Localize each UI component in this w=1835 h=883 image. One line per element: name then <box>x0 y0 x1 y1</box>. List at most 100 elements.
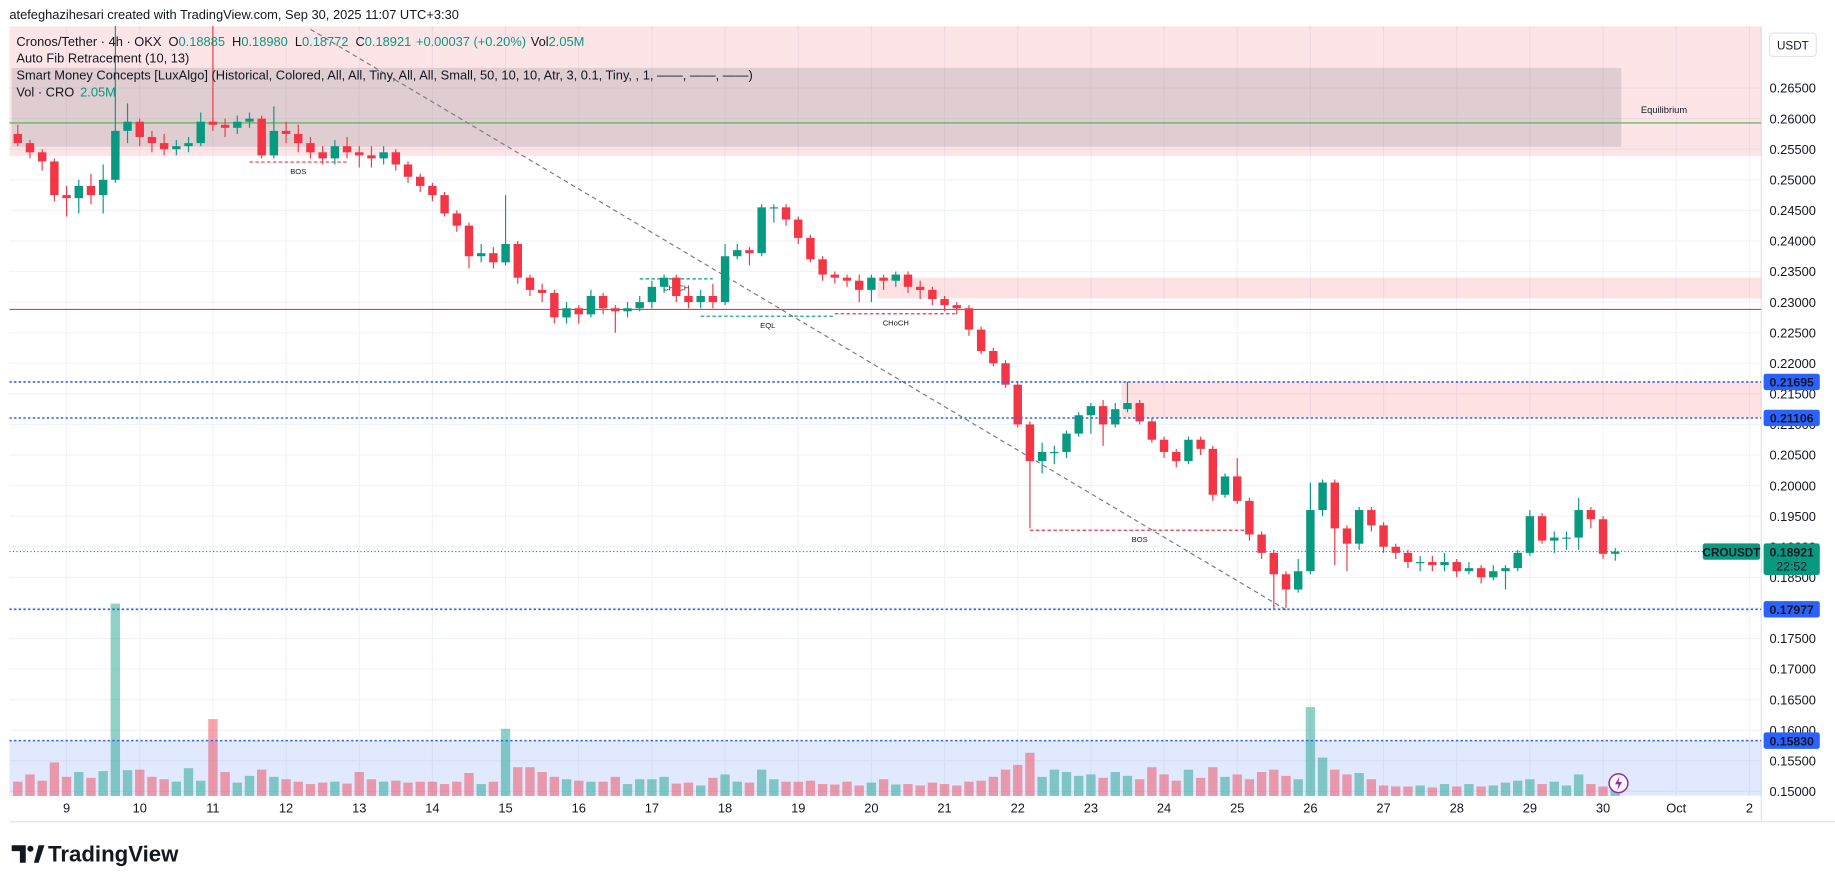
candle-body <box>1159 439 1169 452</box>
price-tag-label: 0.15830 <box>1770 734 1815 748</box>
volume-bar <box>842 781 852 797</box>
candle-body <box>1098 406 1108 425</box>
candle-body <box>1476 568 1486 578</box>
x-tick-label: 2 <box>1746 800 1753 815</box>
volume-bar <box>183 768 194 797</box>
volume-bar <box>1244 779 1255 797</box>
volume-bar <box>513 767 523 797</box>
candle-body <box>952 305 961 309</box>
volume-bar <box>964 781 974 797</box>
x-tick-label: 11 <box>206 800 219 815</box>
volume-bar <box>586 781 596 797</box>
currency[interactable]: USDT <box>1777 39 1809 52</box>
status-value: 0.18885 <box>179 34 225 49</box>
volume-legend: Vol · CRO 2.05M <box>16 84 115 99</box>
candle-body <box>842 277 852 281</box>
grid <box>9 26 1762 797</box>
volume-bar <box>1537 784 1547 797</box>
candle-body <box>537 289 547 293</box>
candle-body <box>111 130 120 180</box>
volume-bar <box>37 780 47 797</box>
candle-body <box>1135 403 1144 422</box>
y-tick-label: 0.15500 <box>1769 753 1815 768</box>
candle-body <box>1062 433 1071 452</box>
volume-bar <box>1427 787 1438 797</box>
y-tick-label: 0.17500 <box>1769 631 1815 646</box>
candle-body <box>233 121 242 128</box>
volume-bar <box>1025 752 1035 797</box>
status-value: 0.18772 <box>302 34 348 49</box>
volume-bar <box>1208 767 1218 797</box>
volume-bar <box>1415 785 1425 797</box>
volume-bar <box>464 773 474 797</box>
y-tick-label: 0.19500 <box>1769 509 1815 524</box>
candle-body <box>501 244 510 263</box>
volume-bar <box>622 784 633 797</box>
candle-body <box>1123 403 1132 410</box>
candle-body <box>745 250 754 254</box>
overlay: 0.150000.155000.160000.165000.170000.175… <box>16 34 1820 815</box>
last-price-tag <box>1763 543 1820 575</box>
volume-bar <box>122 770 133 797</box>
volume-bar <box>610 776 621 797</box>
logo-mark <box>11 845 26 863</box>
volume-bar <box>74 772 84 797</box>
y-tick-label: 0.22000 <box>1769 356 1815 371</box>
price-tag <box>1763 409 1820 427</box>
candle-body <box>1001 363 1010 385</box>
candle-body <box>1464 568 1474 572</box>
candle-body <box>37 152 47 162</box>
candle-body <box>1025 424 1035 462</box>
volume-bar <box>817 784 828 797</box>
price-tag-label: 0.21695 <box>1770 376 1815 390</box>
candle-body <box>1184 439 1193 462</box>
candle-body <box>903 274 913 287</box>
candle-body <box>440 195 449 214</box>
status-vol: 2.05M <box>549 34 585 49</box>
volume-bar <box>1488 785 1498 797</box>
candle-body <box>891 274 901 281</box>
volume-bar <box>1147 767 1157 797</box>
status-key: O <box>168 34 178 49</box>
zone <box>11 67 1622 147</box>
candle-body <box>50 161 59 196</box>
volume-bar <box>1000 769 1011 797</box>
x-tick-label: 17 <box>645 800 659 815</box>
volume-bar <box>1232 774 1242 797</box>
volume-bar <box>1183 769 1194 797</box>
x-tick-label: 9 <box>63 800 70 815</box>
candle-body <box>1403 552 1413 563</box>
volume-bar <box>1549 781 1559 797</box>
x-tick-label: 15 <box>498 800 512 815</box>
x-tick-label: 12 <box>279 800 293 815</box>
volume-bar <box>793 781 803 797</box>
volume-bar <box>866 782 877 797</box>
volume-bar <box>878 779 889 797</box>
candle-body <box>513 244 522 278</box>
candle-body <box>586 296 596 315</box>
volume-bar <box>1342 774 1352 797</box>
candle-body <box>1050 451 1059 454</box>
currency-box[interactable] <box>1768 32 1817 58</box>
candle-body <box>1367 510 1376 526</box>
volume-bar <box>135 769 145 797</box>
status-key: L <box>295 34 302 49</box>
y-tick-label: 0.24500 <box>1769 203 1815 218</box>
candle-body <box>659 277 669 287</box>
candle-body <box>1086 406 1096 416</box>
candle-body <box>915 286 925 290</box>
volume-bar <box>1573 774 1584 797</box>
volume-bar <box>1269 769 1279 797</box>
candle-body <box>1537 516 1547 541</box>
fib-trendline <box>310 28 1287 611</box>
volume-bar <box>720 774 730 797</box>
volume-bar <box>915 785 925 797</box>
status-vol-key: Vol <box>531 34 549 49</box>
candle-body <box>135 121 144 137</box>
volume-bar <box>403 782 413 797</box>
candle-body <box>1562 537 1571 539</box>
volume-bar <box>330 781 340 797</box>
volume-bar <box>488 781 499 797</box>
structure-label: EQL <box>760 321 775 330</box>
